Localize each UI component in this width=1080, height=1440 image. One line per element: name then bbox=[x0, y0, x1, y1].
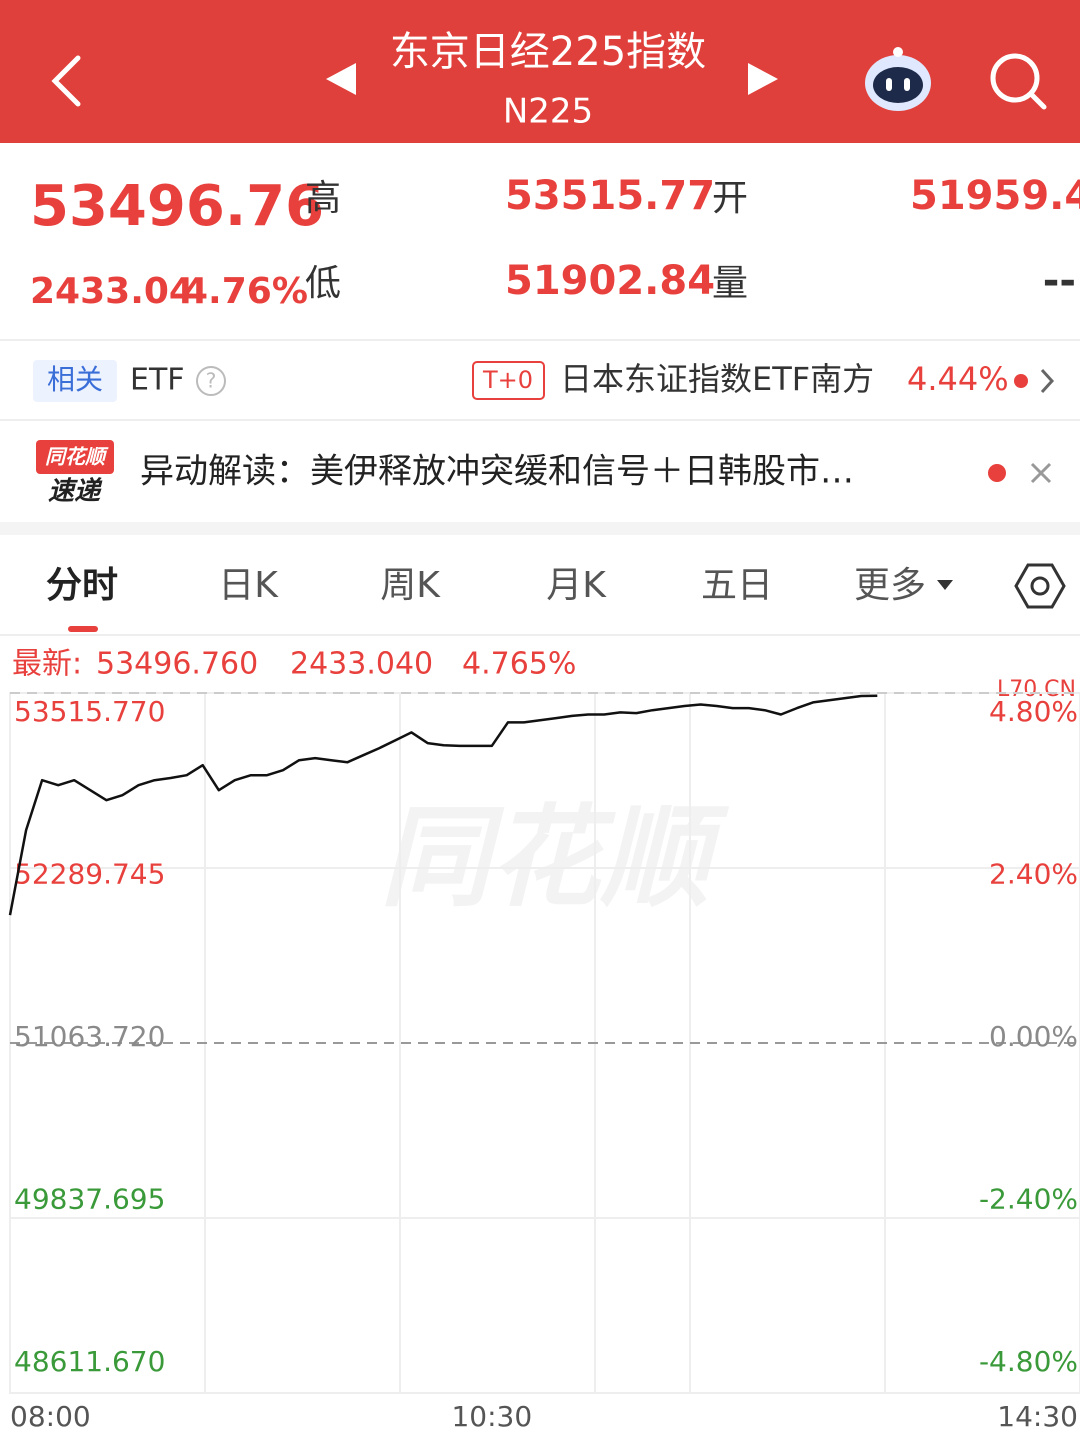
logo-watermark: 同花顺 bbox=[380, 793, 730, 921]
tab[interactable]: 周K bbox=[380, 565, 441, 606]
etf-change: 4.44% bbox=[907, 360, 1009, 398]
tab-underline bbox=[68, 626, 98, 632]
high-value: 53515.77 bbox=[505, 173, 715, 219]
x-tick-label: 08:00 bbox=[10, 1400, 91, 1433]
y-tick-label: 52289.745 bbox=[14, 858, 165, 891]
next-button[interactable] bbox=[748, 63, 778, 95]
open-label: 开 bbox=[712, 178, 748, 219]
change: 2433.04 bbox=[30, 271, 194, 312]
etf-label: ETF bbox=[130, 363, 185, 398]
volume-value: -- bbox=[1043, 258, 1076, 304]
page-title: 东京日经225指数 bbox=[390, 29, 706, 75]
x-tick-label: 10:30 bbox=[451, 1400, 532, 1433]
news-logo-top: 同花顺 bbox=[45, 445, 109, 469]
y2-tick-label: 0.00% bbox=[989, 1020, 1078, 1053]
last-price: 53496.76 bbox=[30, 174, 324, 239]
search-button[interactable] bbox=[990, 53, 1047, 110]
latest-label: 最新: bbox=[12, 647, 82, 682]
section-gap bbox=[0, 522, 1080, 535]
y2-tick-label: 2.40% bbox=[989, 858, 1078, 891]
tab[interactable]: 更多 bbox=[854, 565, 926, 606]
news-text[interactable]: 异动解读：美伊释放冲突缓和信号＋日韩股市… bbox=[140, 452, 854, 492]
watermark: L70.CN bbox=[997, 677, 1076, 702]
latest-change: 2433.040 bbox=[290, 647, 433, 682]
tag-bg bbox=[33, 360, 117, 402]
dropdown-arrow bbox=[937, 580, 953, 590]
price-line bbox=[8, 694, 878, 916]
low-label: 低 bbox=[305, 263, 341, 304]
etf-name[interactable]: 日本东证指数ETF南方 bbox=[560, 360, 874, 398]
settings-button[interactable] bbox=[1014, 563, 1066, 609]
change-pct: 4.76% bbox=[183, 271, 308, 312]
high-label: 高 bbox=[305, 178, 341, 219]
tab[interactable]: 五日 bbox=[701, 565, 773, 606]
x-tick-label: 14:30 bbox=[997, 1400, 1078, 1433]
y-tick-label: 53515.770 bbox=[14, 695, 165, 728]
svg-text:?: ? bbox=[206, 369, 217, 393]
tab[interactable]: 日K bbox=[218, 565, 279, 606]
prev-button[interactable] bbox=[326, 63, 356, 95]
back-button[interactable] bbox=[51, 55, 81, 107]
y2-tick-label: -4.80% bbox=[979, 1345, 1078, 1378]
dot bbox=[988, 464, 1006, 482]
related-tag: 相关 bbox=[47, 363, 103, 396]
y2-tick-label: 4.80% bbox=[989, 695, 1078, 728]
y2-tick-label: -2.40% bbox=[979, 1183, 1078, 1216]
help-icon[interactable]: ? bbox=[196, 366, 226, 396]
close-button[interactable] bbox=[1030, 462, 1052, 484]
news-logo-bottom: 速递 bbox=[48, 477, 103, 507]
badge-border bbox=[472, 361, 545, 400]
y-tick-label: 49837.695 bbox=[14, 1183, 165, 1216]
assistant-button[interactable] bbox=[865, 47, 931, 111]
tab[interactable]: 月K bbox=[546, 565, 607, 606]
low-value: 51902.84 bbox=[505, 258, 715, 304]
volume-label: 量 bbox=[712, 263, 748, 304]
y-tick-label: 48611.670 bbox=[14, 1345, 165, 1378]
chevron[interactable] bbox=[1040, 368, 1055, 394]
latest-price: 53496.760 bbox=[96, 647, 258, 682]
latest-change-pct: 4.765% bbox=[462, 647, 576, 682]
dot bbox=[1014, 374, 1028, 388]
logo-bg bbox=[36, 440, 114, 474]
open-value: 51959.47 bbox=[910, 173, 1080, 219]
tab[interactable]: 分时 bbox=[46, 565, 118, 606]
page-subtitle: N225 bbox=[503, 92, 593, 132]
y-tick-label: 51063.720 bbox=[14, 1020, 165, 1053]
t0-badge: T+0 bbox=[482, 366, 533, 394]
